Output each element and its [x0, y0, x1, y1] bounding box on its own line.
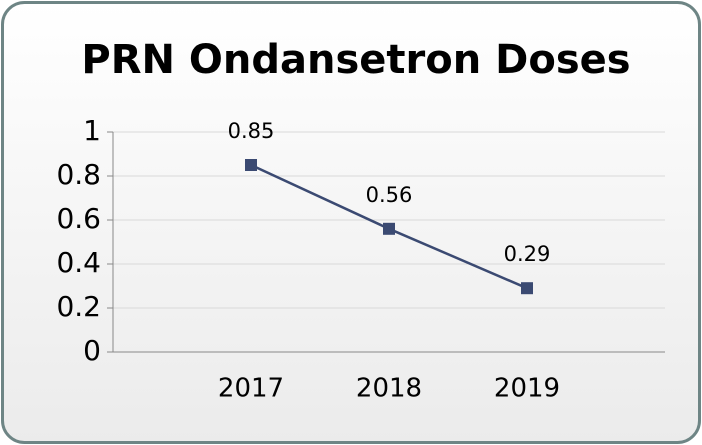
y-tick-label: 1 [83, 114, 101, 147]
data-label: 0.85 [228, 119, 275, 143]
y-tick-label: 0.4 [56, 246, 101, 279]
y-tick-label: 0.2 [56, 290, 101, 323]
data-label: 0.56 [366, 183, 413, 207]
data-point [521, 282, 533, 295]
data-label: 0.29 [504, 242, 551, 266]
y-tick-label: 0.6 [56, 202, 101, 235]
x-tick-label: 2019 [494, 374, 560, 404]
x-tick-label: 2018 [356, 374, 422, 404]
plot-area: 0 0.2 0.4 0.6 0.8 1 2017 2018 2019 0.85 0.56 0.29 [56, 114, 665, 404]
chart-title: PRN Ondansetron Doses [81, 37, 630, 83]
data-point [383, 222, 395, 235]
y-tick-label: 0.8 [56, 158, 101, 191]
data-point [245, 159, 257, 171]
y-tick-label: 0 [83, 334, 101, 367]
x-tick-label: 2017 [218, 374, 284, 404]
